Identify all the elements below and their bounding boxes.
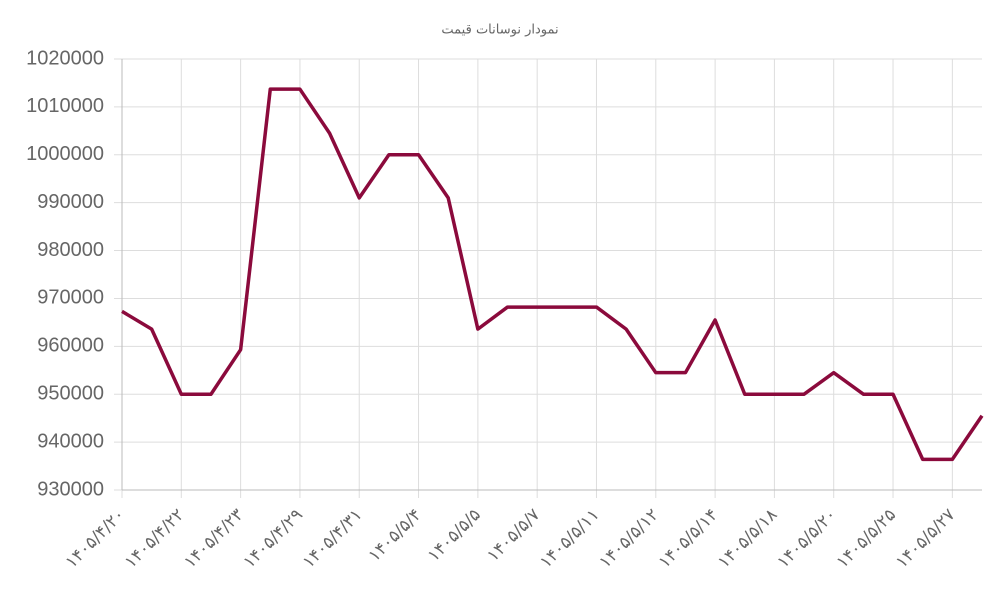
x-tick-label: ۱۴۰۵/۵/۷	[483, 505, 544, 566]
chart-title: نمودار نوسانات قیمت	[441, 23, 558, 38]
x-tick-label: ۱۴۰۵/۵/۱۸	[714, 505, 781, 572]
x-tick-label: ۱۴۰۵/۴/۲۹	[240, 505, 307, 572]
x-tick-label: ۱۴۰۵/۵/۵	[424, 505, 485, 566]
y-tick-label: 970000	[37, 287, 104, 309]
y-tick-label: 940000	[37, 430, 104, 452]
x-tick-label: ۱۴۰۵/۵/۲۵	[833, 505, 900, 572]
x-tick-label: ۱۴۰۵/۵/۲۷	[892, 505, 959, 572]
y-tick-label: 1000000	[26, 143, 104, 165]
y-tick-label: 1010000	[26, 95, 104, 117]
x-tick-label: ۱۴۰۵/۴/۲۰	[62, 505, 129, 572]
x-tick-label: ۱۴۰۵/۵/۱۲	[595, 505, 662, 572]
x-tick-label: ۱۴۰۵/۵/۴	[365, 505, 426, 566]
x-tick-label: ۱۴۰۵/۵/۱۱	[536, 505, 603, 572]
x-tick-label: ۱۴۰۵/۴/۳۱	[299, 505, 366, 572]
y-tick-label: 950000	[37, 383, 104, 405]
x-tick-label: ۱۴۰۵/۵/۲۰	[773, 505, 840, 572]
x-tick-label: ۱۴۰۵/۴/۲۲	[121, 505, 188, 572]
line	[121, 87, 984, 462]
y-tick-label: 1020000	[26, 47, 104, 69]
y-tick-label: 960000	[37, 335, 104, 357]
y-tick-label: 930000	[37, 478, 104, 500]
x-tick-label: ۱۴۰۵/۴/۲۳	[180, 505, 247, 572]
y-tick-label: 980000	[37, 239, 104, 261]
y-tick-label: 990000	[37, 191, 104, 213]
x-tick-label: ۱۴۰۵/۵/۱۴	[655, 505, 722, 572]
